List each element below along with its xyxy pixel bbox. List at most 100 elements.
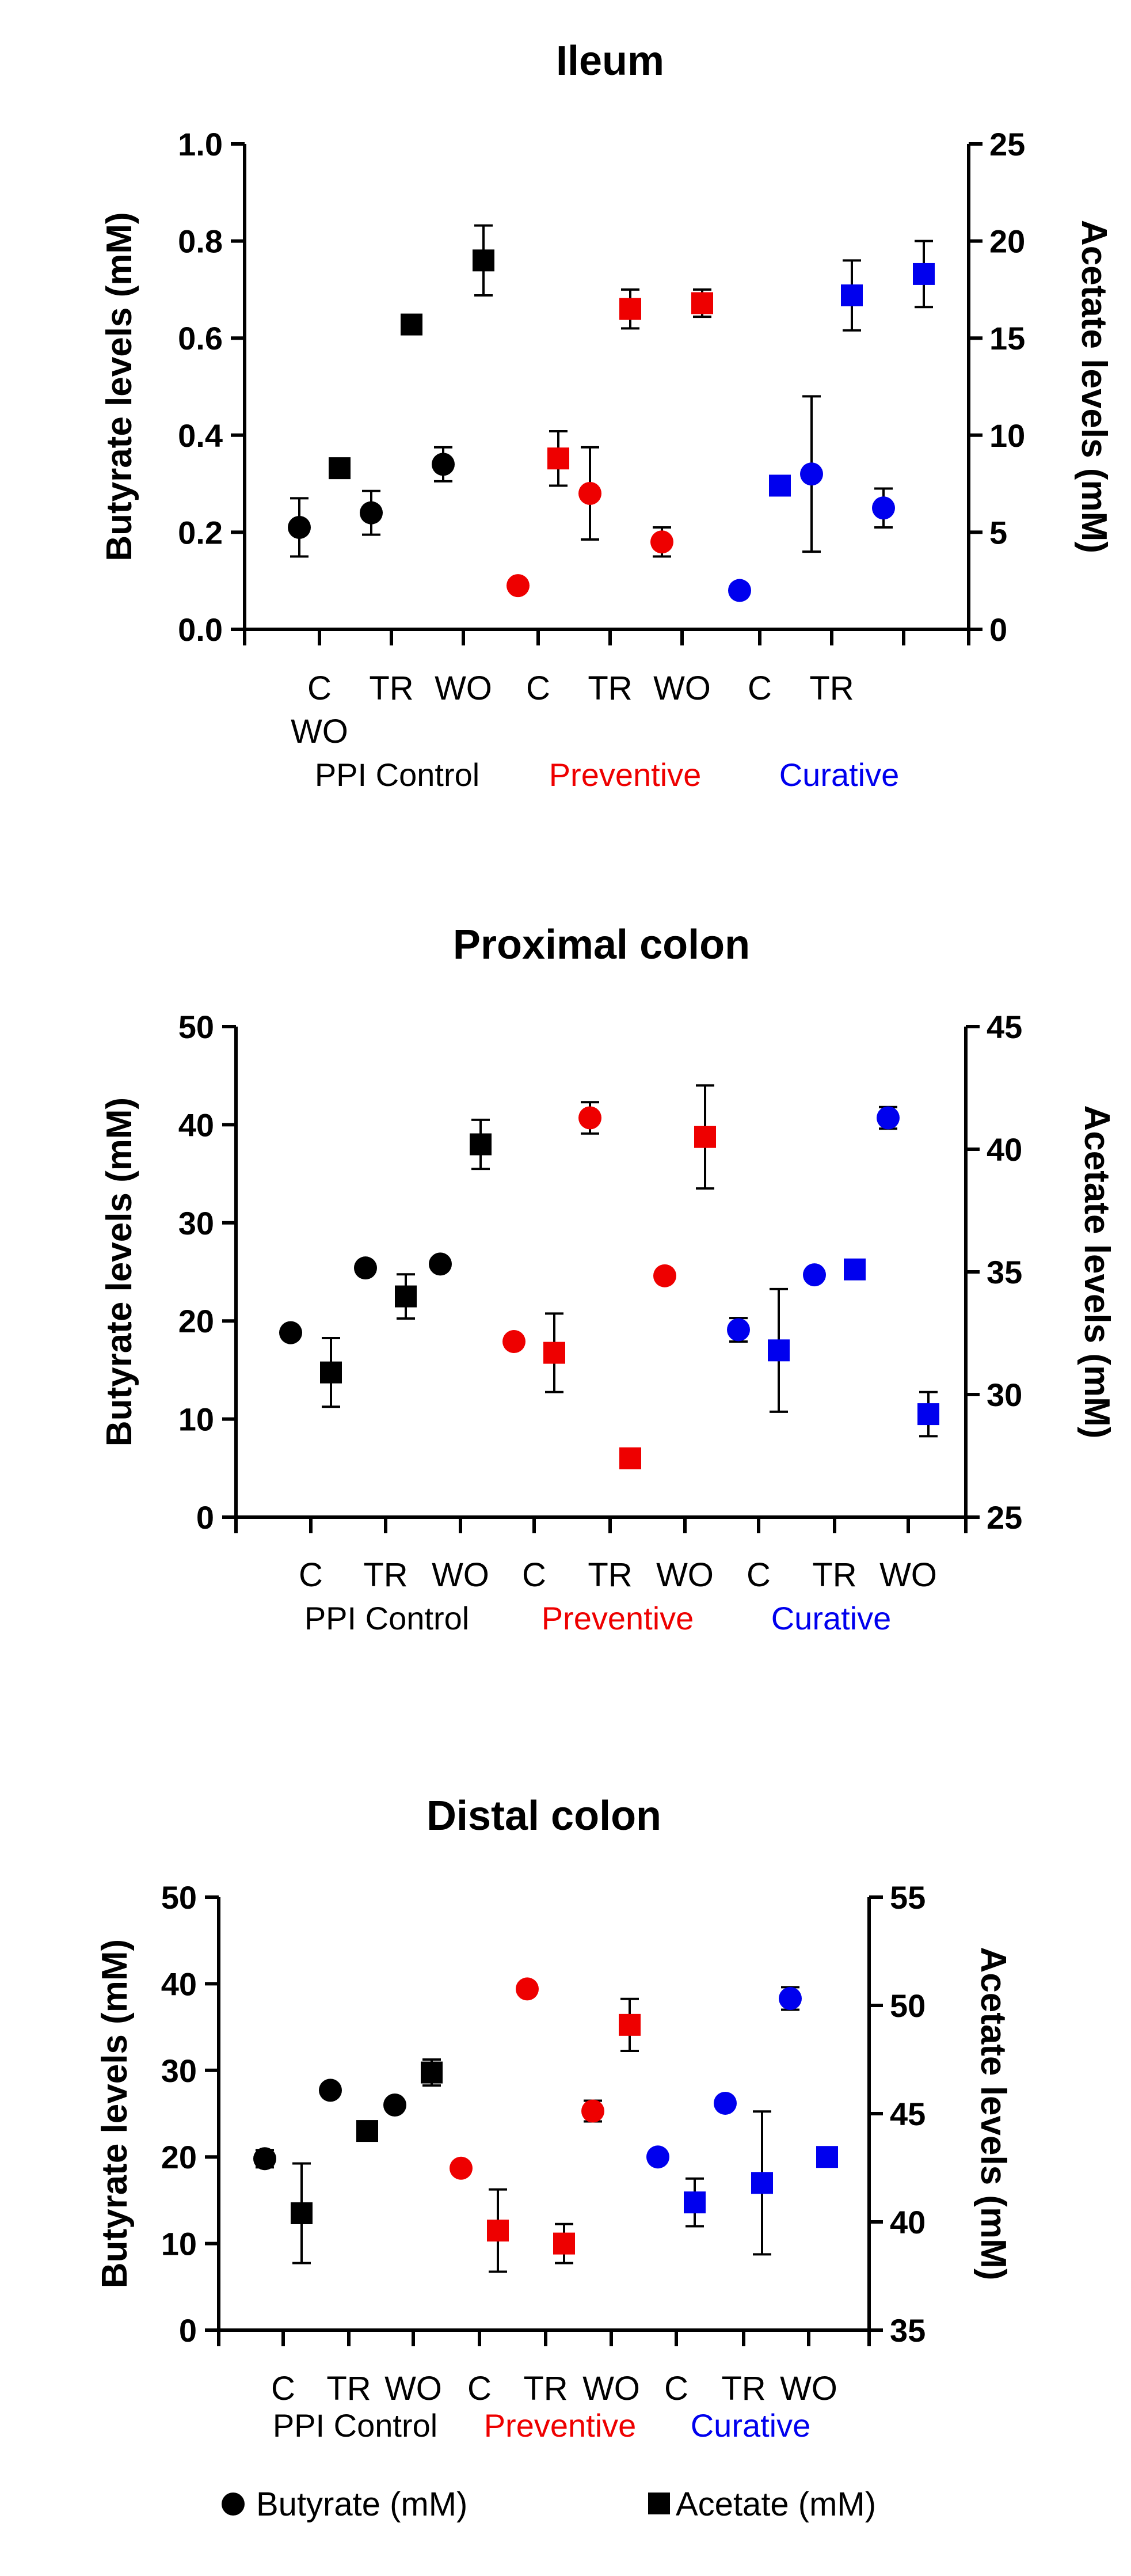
butyrate-point: [650, 530, 673, 554]
left-tick-label: 0: [179, 2312, 197, 2349]
group-label-ppi-control: PPI Control: [315, 757, 479, 793]
y-axis-label: Butyrate levels (mM): [95, 1939, 135, 2288]
acetate-point: [619, 1447, 641, 1469]
left-tick-label: 0.6: [178, 320, 223, 356]
left-tick-label: 20: [161, 2139, 197, 2175]
chart-ileum: Ileum 0.0 0.2 0.4 0.6 0.8 1.0 0 5 10 15 20 25 Butyrat…: [100, 38, 1114, 793]
butyrate-point: [727, 1318, 750, 1342]
left-tick-label: 40: [161, 1966, 197, 2002]
left-tick-label: 30: [161, 2053, 197, 2089]
butyrate-point: [581, 2099, 604, 2123]
acetate-point: [694, 1126, 716, 1148]
butyrate-point: [360, 501, 383, 525]
y2-axis-label: Acetate levels (mM): [1074, 220, 1114, 553]
right-tick-label: 35: [987, 1254, 1022, 1290]
butyrate-point: [288, 515, 311, 539]
left-tick-label: 10: [178, 1401, 214, 1438]
acetate-point: [395, 1285, 417, 1308]
legend-acetate-marker: [648, 2493, 670, 2514]
category-label: WO: [384, 2370, 442, 2407]
butyrate-point: [800, 462, 823, 486]
acetate-point: [768, 1339, 790, 1362]
category-label: WO: [582, 2370, 640, 2407]
category-label: C: [271, 2370, 295, 2407]
butyrate-point: [646, 2145, 669, 2169]
left-tick-label: 0: [196, 1499, 214, 1536]
category-label: TR: [326, 2370, 371, 2407]
category-label: WO: [780, 2370, 837, 2407]
acetate-point: [841, 284, 863, 307]
acetate-point: [320, 1361, 342, 1384]
left-tick-label: 0.2: [178, 514, 223, 550]
category-label: TR: [721, 2370, 766, 2407]
right-tick-label: 45: [987, 1009, 1022, 1045]
acetate-point: [619, 2013, 641, 2036]
acetate-point: [619, 298, 641, 320]
category-label: C: [747, 1556, 771, 1594]
category-label: TR: [809, 670, 854, 707]
left-tick-label: 10: [161, 2226, 197, 2262]
category-label: C: [307, 670, 332, 707]
acetate-point: [470, 1133, 492, 1156]
category-label: WO: [656, 1556, 714, 1594]
legend-butyrate-label: Butyrate (mM): [256, 2486, 467, 2523]
chart-title: Ileum: [556, 38, 664, 84]
left-tick-label: 0.0: [178, 611, 223, 648]
acetate-point: [769, 474, 791, 497]
butyrate-point: [383, 2093, 406, 2117]
group-label-curative: Curative: [771, 1600, 892, 1636]
acetate-point: [844, 1258, 866, 1281]
butyrate-point: [714, 2091, 737, 2115]
right-tick-label: 20: [989, 223, 1025, 260]
right-tick-label: 40: [890, 2204, 926, 2240]
left-tick-label: 20: [178, 1303, 214, 1339]
right-tick-label: 55: [890, 1879, 926, 1916]
right-tick-label: 5: [989, 514, 1007, 550]
left-tick-label: 40: [178, 1107, 214, 1143]
legend: Butyrate (mM) Acetate (mM): [222, 2486, 876, 2523]
legend-acetate-label: Acetate (mM): [676, 2486, 876, 2523]
acetate-point: [421, 2061, 443, 2084]
acetate-point: [691, 292, 713, 314]
acetate-point: [487, 2220, 509, 2242]
acetate-point: [401, 313, 422, 336]
left-tick-label: 1.0: [178, 126, 223, 162]
acetate-point: [547, 447, 569, 470]
butyrate-point: [450, 2156, 473, 2180]
acetate-point: [913, 263, 935, 285]
category-label: C: [664, 2370, 688, 2407]
left-tick-label: 50: [178, 1009, 214, 1045]
butyrate-point: [507, 574, 530, 598]
acetate-point: [291, 2202, 313, 2224]
group-label-curative: Curative: [779, 757, 900, 793]
right-tick-label: 10: [989, 417, 1025, 454]
acetate-point: [356, 2120, 378, 2142]
group-label-preventive: Preventive: [542, 1600, 694, 1636]
legend-butyrate-marker: [222, 2493, 245, 2516]
acetate-point: [751, 2172, 773, 2194]
category-label: TR: [369, 670, 413, 707]
group-label-ppi-control: PPI Control: [304, 1600, 469, 1636]
left-tick-label: 50: [161, 1879, 197, 1916]
butyrate-point: [578, 481, 601, 505]
right-tick-label: 50: [890, 1988, 926, 2024]
butyrate-point: [354, 1256, 377, 1280]
category-label: WO: [435, 670, 492, 707]
butyrate-point: [653, 1264, 676, 1287]
category-label: C: [467, 2370, 492, 2407]
butyrate-point: [432, 453, 455, 476]
right-tick-label: 0: [989, 611, 1007, 648]
chart-title: Distal colon: [426, 1793, 661, 1839]
category-label: WO: [653, 670, 711, 707]
category-label: TR: [588, 670, 632, 707]
y2-axis-label: Acetate levels (mM): [1077, 1105, 1117, 1439]
y-axis-label: Butyrate levels (mM): [100, 212, 139, 561]
butyrate-point: [502, 1329, 525, 1353]
right-tick-label: 15: [989, 320, 1025, 356]
butyrate-point: [877, 1106, 900, 1130]
left-tick-label: 0.4: [178, 417, 223, 454]
category-label: WO: [879, 1556, 937, 1594]
group-label-curative: Curative: [691, 2407, 811, 2444]
right-tick-label: 35: [890, 2312, 926, 2349]
